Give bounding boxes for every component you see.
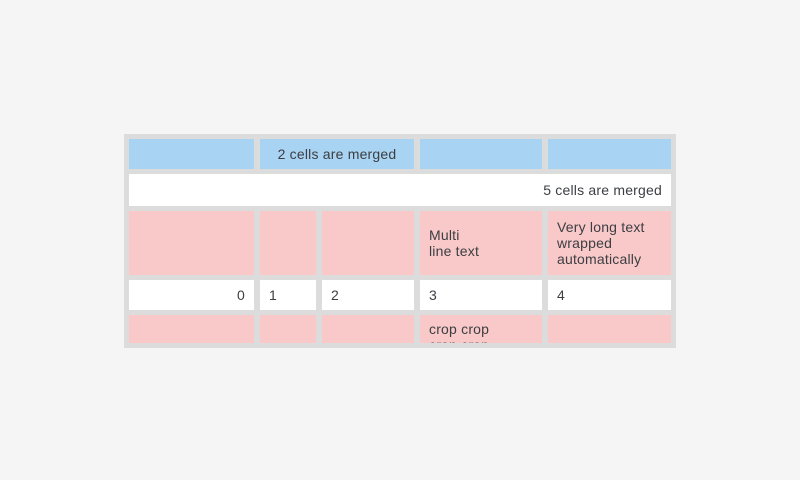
table-cell-r1c5[interactable] (548, 139, 671, 169)
table-cell-r5c3[interactable] (322, 315, 414, 343)
table-cell-r3c3[interactable] (322, 211, 414, 275)
table-clip-area: 2 cells are merged 5 cells are merged Mu… (129, 139, 671, 343)
table-widget: 2 cells are merged 5 cells are merged Mu… (124, 134, 676, 348)
table-cell-r4c4[interactable]: 3 (420, 280, 542, 310)
table-cell-r3c4-multiline[interactable]: Multi line text (420, 211, 542, 275)
table-cell-r4c5[interactable]: 4 (548, 280, 671, 310)
table-cell-r2-merged-5cols[interactable]: 5 cells are merged (129, 174, 671, 206)
table-grid: 2 cells are merged 5 cells are merged Mu… (129, 139, 671, 343)
table-cell-r3c2[interactable] (260, 211, 316, 275)
table-cell-r1-merged-2cols[interactable]: 2 cells are merged (260, 139, 414, 169)
table-cell-r1c4[interactable] (420, 139, 542, 169)
table-cell-r5c4-cropped-text[interactable]: crop crop crop crop (420, 315, 542, 343)
table-cell-r4c2[interactable]: 1 (260, 280, 316, 310)
table-cell-r5c1[interactable] (129, 315, 254, 343)
table-cell-r4c1[interactable]: 0 (129, 280, 254, 310)
table-cell-r4c3[interactable]: 2 (322, 280, 414, 310)
table-cell-r5c2[interactable] (260, 315, 316, 343)
table-cell-r3c5-wrapped[interactable]: Very long text wrapped automatically (548, 211, 671, 275)
table-cell-r5c5[interactable] (548, 315, 671, 343)
table-cell-r3c1[interactable] (129, 211, 254, 275)
table-cell-r1c1[interactable] (129, 139, 254, 169)
